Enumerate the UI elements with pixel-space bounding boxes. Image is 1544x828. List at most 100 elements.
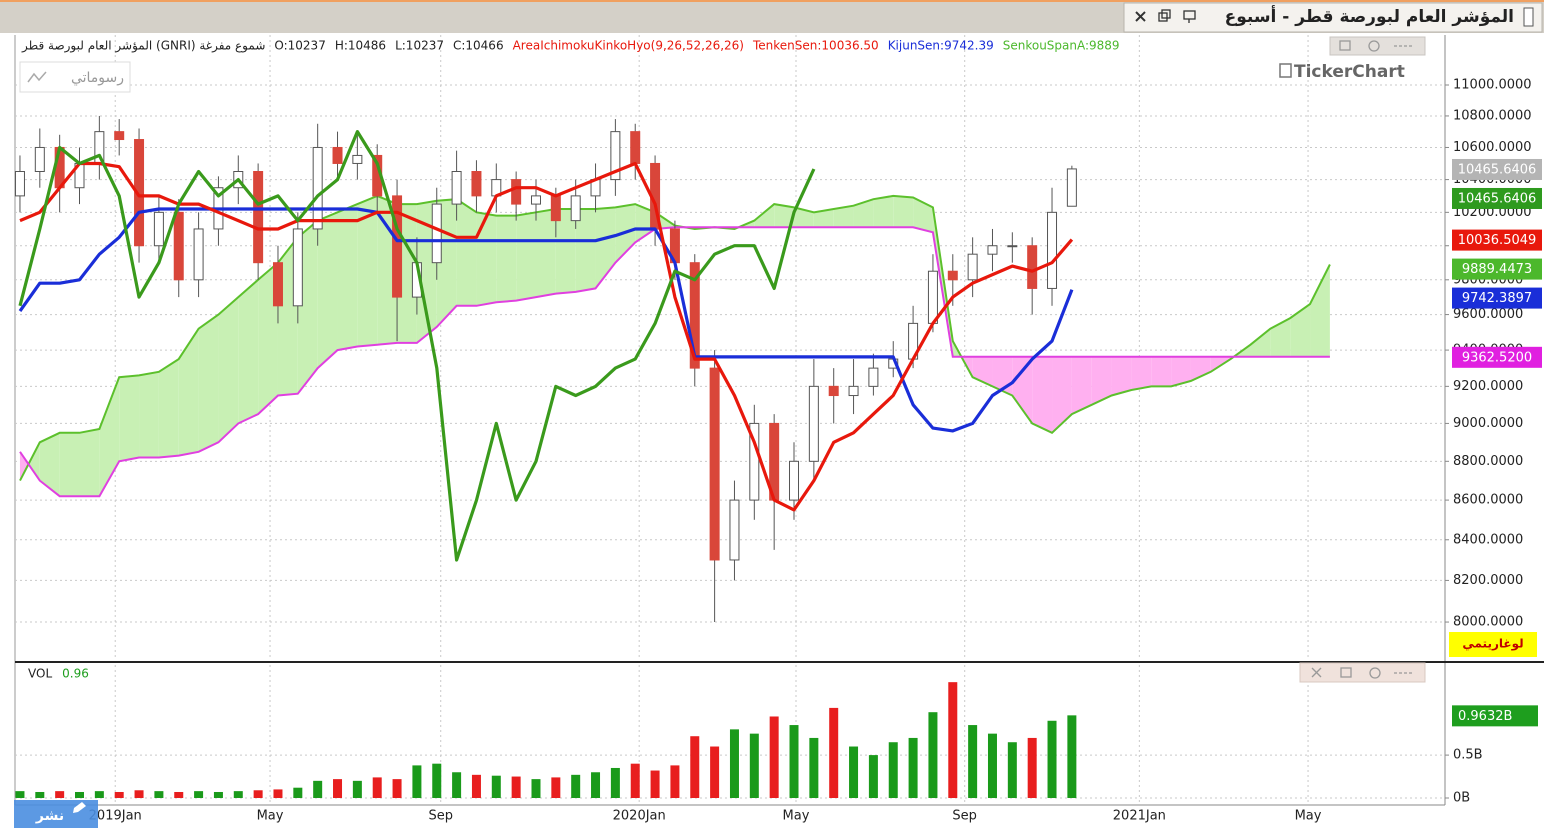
volume-bar <box>670 765 680 798</box>
volume-bar <box>1067 715 1077 798</box>
legend-item: L:10237 <box>395 39 444 53</box>
candle-body <box>14 171 25 197</box>
candle-body <box>392 195 403 298</box>
candle-body <box>511 179 522 205</box>
volume-bar <box>114 791 124 798</box>
volume-bar <box>610 767 620 798</box>
publish-label[interactable]: نشر <box>35 808 64 824</box>
volume-bar <box>571 774 581 798</box>
volume-bar <box>491 775 501 798</box>
indicator-line <box>18 207 1074 433</box>
volume-bar <box>253 790 263 798</box>
price-label-box <box>1452 287 1542 309</box>
panel-tools[interactable] <box>1329 36 1426 56</box>
drawings-icon <box>27 71 47 83</box>
cloud-fill <box>833 205 854 228</box>
legend-item: TenkenSen:10036.50 <box>752 39 879 53</box>
volume-bar <box>412 765 422 798</box>
indicator-line <box>19 161 1074 512</box>
volume-bar <box>868 755 878 798</box>
legend-item: C:10466 <box>453 39 504 53</box>
x-tick-label: May <box>1295 809 1322 824</box>
cloud-fill <box>555 209 576 294</box>
x-tick-label: 2019Jan <box>89 809 142 824</box>
legend-item: O:10237 <box>274 39 325 53</box>
volume-bar <box>650 770 660 798</box>
cloud-fill <box>337 204 358 351</box>
volume-bar <box>511 776 521 798</box>
cloud-fill <box>913 197 933 233</box>
volume-bar <box>392 779 402 798</box>
detach-icon[interactable] <box>1183 10 1196 23</box>
volume-bar <box>908 737 918 798</box>
candle-body <box>729 499 740 561</box>
cloud-fill <box>317 212 338 369</box>
candle-body <box>828 385 839 397</box>
cloud-fill <box>357 195 378 347</box>
y-tick-label: 8800.0000 <box>1453 454 1523 469</box>
checkbox[interactable] <box>1523 7 1534 27</box>
volume-bar <box>94 791 104 798</box>
drawings-button[interactable] <box>19 61 131 93</box>
price-label: 9889.4473 <box>1462 262 1532 277</box>
price-label-box <box>1452 346 1542 368</box>
cloud-fill <box>79 429 100 497</box>
cloud-fill <box>1111 356 1132 396</box>
indicator-line <box>18 130 816 562</box>
volume-bar <box>928 712 938 798</box>
restore-icon[interactable] <box>1158 9 1171 22</box>
candle-body <box>610 131 621 181</box>
price-label: 9362.5200 <box>1462 350 1532 365</box>
cloud-fill <box>1052 356 1072 433</box>
candle-body <box>352 154 363 164</box>
volume-bar <box>948 682 958 798</box>
legend-item: H:10486 <box>335 39 386 53</box>
cloud-fill <box>754 204 775 228</box>
y-tick-label: 8200.0000 <box>1453 573 1523 588</box>
cloud-fill <box>1171 356 1191 387</box>
price-label-box <box>1452 158 1542 180</box>
volume-label-box <box>1452 705 1538 727</box>
volume-bar <box>432 763 442 798</box>
volume-bar <box>233 791 243 798</box>
close-icon[interactable] <box>1135 11 1146 22</box>
volume-bar <box>75 791 85 798</box>
price-label: 10036.5049 <box>1458 233 1537 248</box>
tool-icons[interactable] <box>1311 40 1412 679</box>
volume-bar <box>15 791 25 798</box>
log-button[interactable] <box>1449 632 1537 657</box>
y-tick-label: 9200.0000 <box>1453 379 1523 394</box>
candle-body <box>530 195 541 205</box>
volume-panel-tools[interactable] <box>1299 662 1426 683</box>
log-label[interactable]: لوغاريتمي <box>1462 637 1523 652</box>
price-label-box <box>1452 229 1542 251</box>
candle-body <box>709 367 720 561</box>
cloud-fill <box>456 199 477 306</box>
cloud-fill <box>853 199 874 228</box>
y-tick-label: 11000.0000 <box>1453 77 1532 92</box>
legend-item: KijunSen:9742.39 <box>888 39 994 53</box>
volume-bar <box>194 791 204 798</box>
x-tick-label: May <box>783 809 810 824</box>
cloud-fill <box>476 212 497 306</box>
cloud-fill <box>198 314 219 452</box>
x-tick-label: Sep <box>952 809 977 824</box>
cloud-fill <box>1290 304 1311 357</box>
x-tick-label: 2021Jan <box>1113 809 1166 824</box>
volume-bar <box>293 787 303 798</box>
y-tick-label: 8000.0000 <box>1453 615 1523 630</box>
volume-bar <box>313 780 323 798</box>
volume-name: VOL <box>28 667 52 681</box>
cloud-fill <box>535 209 556 298</box>
candle-body <box>272 262 283 307</box>
drawings-label[interactable]: رسوماتي <box>71 70 124 86</box>
cloud-fill <box>178 328 199 456</box>
cloud-fill <box>59 432 80 497</box>
cloud-fill <box>19 451 29 481</box>
candle-body <box>630 131 641 164</box>
brand-icon <box>1279 63 1292 78</box>
volume-bar <box>1007 742 1017 798</box>
y-tick-label: 9000.0000 <box>1453 416 1523 431</box>
cloud-fill <box>1012 356 1033 424</box>
